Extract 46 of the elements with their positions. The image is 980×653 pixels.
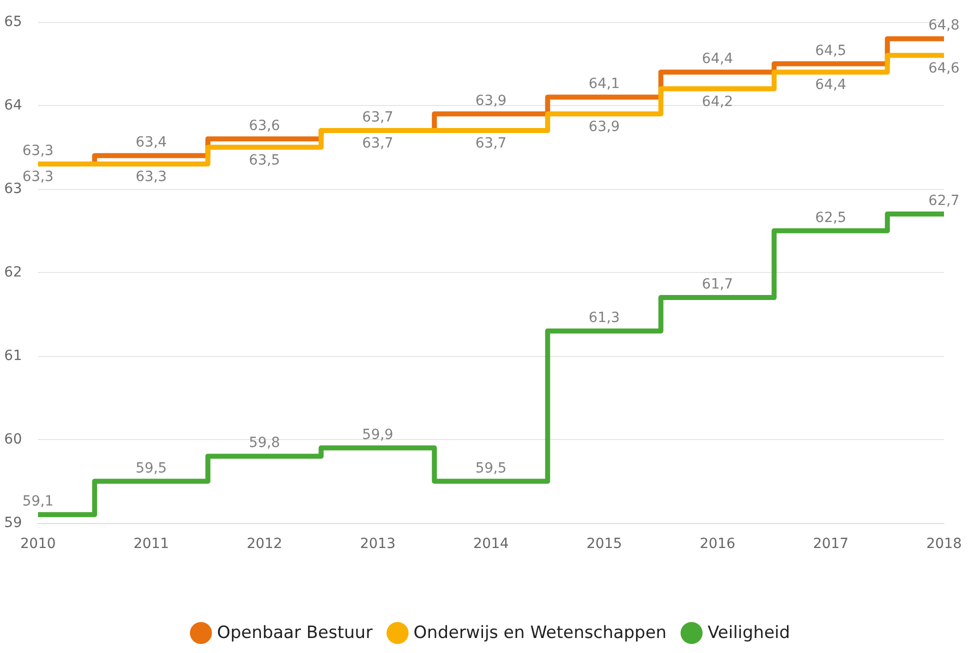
data-label: 62,7 <box>928 193 960 210</box>
data-label: 59,5 <box>475 460 507 476</box>
data-label: 64,5 <box>815 42 846 59</box>
x-tick-label: 2014 <box>473 536 509 552</box>
data-label: 61,7 <box>702 276 734 293</box>
x-tick-label: 2010 <box>20 536 56 552</box>
y-tick-label: 59 <box>4 515 22 531</box>
data-label: 63,3 <box>136 168 167 185</box>
x-tick-label: 2017 <box>812 536 849 552</box>
data-label: 61,3 <box>588 310 620 326</box>
y-tick-label: 63 <box>4 181 22 197</box>
x-tick-label: 2012 <box>246 536 282 552</box>
data-label: 63,6 <box>248 118 280 134</box>
x-tick-label: 2011 <box>133 536 170 552</box>
legend-label: Veiligheid <box>708 623 790 643</box>
y-tick-label: 61 <box>4 348 22 364</box>
data-label: 63,4 <box>136 134 167 151</box>
data-label: 63,9 <box>588 118 620 135</box>
data-label: 63,7 <box>362 136 394 152</box>
data-label: 63,3 <box>22 168 54 185</box>
y-tick-label: 62 <box>4 264 22 280</box>
legend-label: Openbaar Bestuur <box>216 623 373 643</box>
y-tick-label: 65 <box>4 14 22 30</box>
x-tick-label: 2013 <box>360 536 396 552</box>
data-label: 63,3 <box>22 142 54 159</box>
data-label: 63,7 <box>475 136 507 152</box>
data-label: 64,1 <box>588 76 620 92</box>
legend-label: Onderwijs en Wetenschappen <box>414 623 667 643</box>
data-label: 63,5 <box>248 152 280 168</box>
y-tick-label: 60 <box>4 432 22 448</box>
data-label: 64,8 <box>928 18 960 34</box>
data-label: 63,9 <box>475 92 507 109</box>
x-tick-label: 2018 <box>926 536 962 552</box>
data-label: 64,4 <box>815 77 846 94</box>
data-label: 59,5 <box>136 460 167 476</box>
data-label: 59,1 <box>22 494 54 510</box>
data-label: 59,9 <box>362 426 394 443</box>
x-tick-label: 2016 <box>700 536 736 552</box>
data-label: 64,6 <box>928 60 960 76</box>
data-label: 64,2 <box>702 94 734 110</box>
y-tick-label: 64 <box>4 98 22 114</box>
data-label: 64,4 <box>702 51 734 68</box>
data-label: 62,5 <box>815 210 846 226</box>
data-label: 63,7 <box>362 110 394 126</box>
data-label: 59,8 <box>248 435 280 452</box>
x-tick-label: 2015 <box>586 536 622 552</box>
